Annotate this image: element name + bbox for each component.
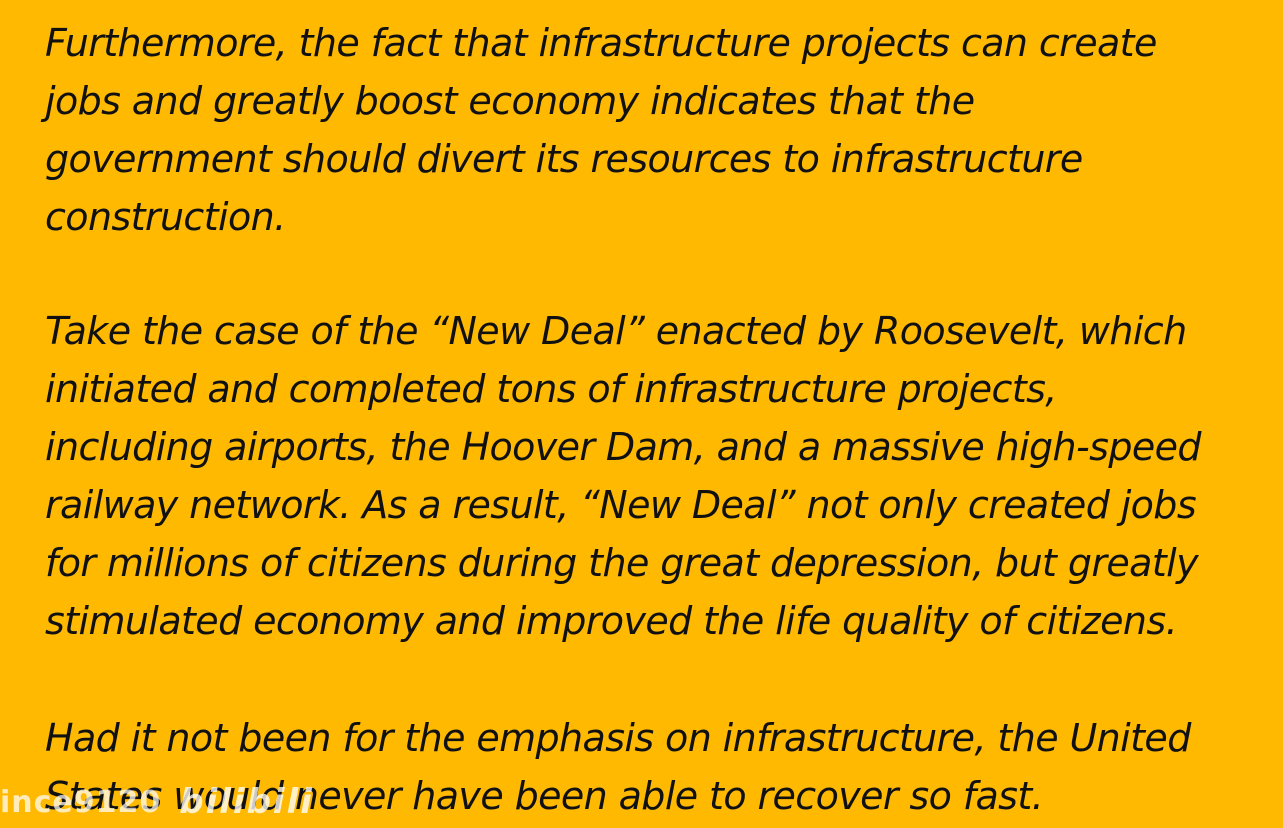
paragraph-new-deal-example: Take the case of the “New Deal” enacted … xyxy=(45,309,1202,643)
paragraph-conclusion: Had it not been for the emphasis on infr… xyxy=(45,716,1191,818)
paragraph-infrastructure-jobs: Furthermore, the fact that infrastructur… xyxy=(45,21,1157,239)
